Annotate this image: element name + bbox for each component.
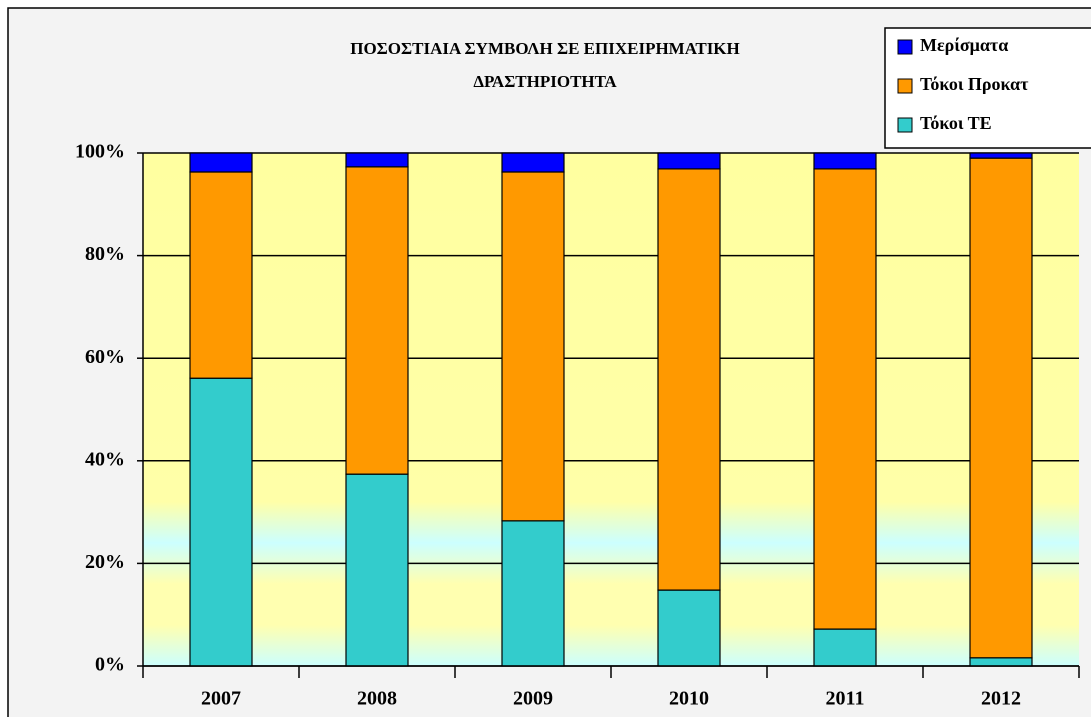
x-tick-label: 2008 bbox=[357, 688, 397, 710]
x-tick-label: 2009 bbox=[513, 688, 553, 710]
bar-segment bbox=[189, 377, 253, 667]
bar-segment bbox=[345, 166, 409, 475]
plot-area bbox=[143, 153, 1079, 666]
legend-label: Τόκοι ΤΕ bbox=[920, 113, 992, 133]
bar-segment bbox=[501, 152, 565, 173]
legend-label: Μερίσματα bbox=[920, 35, 1008, 55]
bar-segment bbox=[345, 473, 409, 667]
bar-segment bbox=[345, 152, 409, 168]
chart-title: ΔΡΑΣΤΗΡΙΟΤΗΤΑ bbox=[473, 72, 617, 91]
bar-segment bbox=[813, 628, 877, 667]
bar-segment bbox=[969, 152, 1033, 159]
x-tick-label: 2012 bbox=[981, 688, 1021, 710]
y-tick-label: 80% bbox=[85, 243, 125, 265]
bar-segment bbox=[657, 168, 721, 591]
x-tick-label: 2007 bbox=[201, 688, 241, 710]
x-tick-label: 2011 bbox=[826, 688, 865, 710]
bar-segment bbox=[813, 152, 877, 170]
bar-segment bbox=[501, 520, 565, 667]
chart-title: ΠΟΣΟΣΤΙΑΙΑ ΣΥΜΒΟΛΗ ΣΕ ΕΠΙΧΕΙΡΗΜΑΤΙΚΗ bbox=[350, 39, 740, 58]
y-tick-label: 40% bbox=[85, 448, 125, 470]
bar-segment bbox=[189, 152, 253, 173]
bar-segment bbox=[501, 171, 565, 522]
y-tick-label: 20% bbox=[85, 551, 125, 573]
bar-segment bbox=[657, 589, 721, 667]
bar-segment bbox=[969, 157, 1033, 659]
bar-segment bbox=[969, 657, 1033, 667]
legend-label: Τόκοι Προκατ bbox=[920, 74, 1029, 94]
legend-swatch bbox=[897, 39, 913, 55]
x-tick-label: 2010 bbox=[669, 688, 709, 710]
legend bbox=[884, 27, 1091, 149]
legend-swatch bbox=[897, 117, 913, 133]
bar-segment bbox=[189, 171, 253, 379]
legend-swatch bbox=[897, 78, 913, 94]
y-tick-label: 0% bbox=[95, 654, 125, 676]
y-tick-label: 60% bbox=[85, 346, 125, 368]
bar-segment bbox=[657, 152, 721, 170]
bar-segment bbox=[813, 168, 877, 630]
y-tick-label: 100% bbox=[75, 141, 125, 163]
